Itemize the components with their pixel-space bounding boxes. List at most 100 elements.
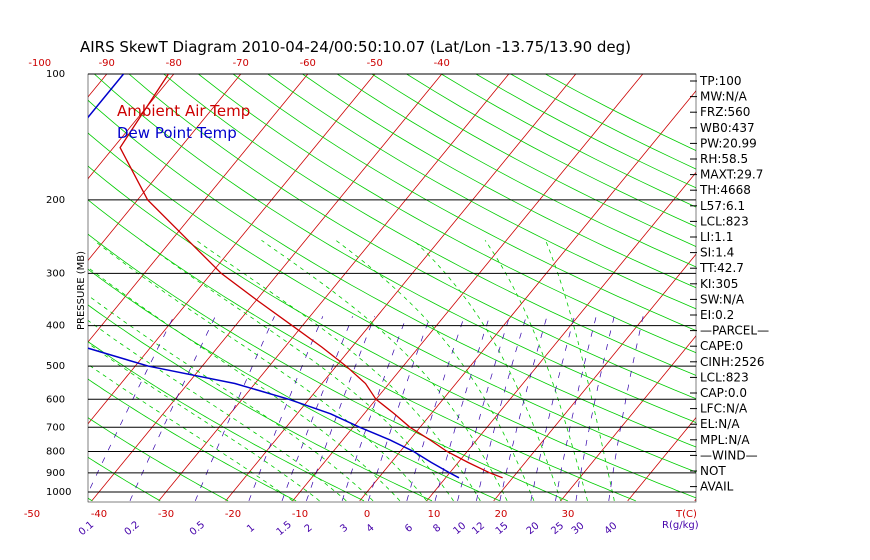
dry-adiabat: [267, 74, 696, 310]
index-label: CAPE:0: [700, 339, 743, 353]
dry-adiabat: [406, 74, 696, 228]
index-label: NOT: [700, 464, 726, 478]
isotherm-line: [762, 74, 870, 501]
moist-adiabat: [93, 239, 428, 502]
mixing-ratio-tick-label: 12: [470, 520, 487, 537]
index-label: CINH:2526: [700, 355, 765, 369]
pressure-tick-label: 400: [46, 321, 65, 332]
mixing-ratio-line: [306, 316, 375, 502]
dry-adiabat: [510, 74, 696, 170]
mixing-ratio-tick-label: 4: [365, 522, 377, 535]
isotherm-line: [88, 74, 242, 261]
mixing-ratio-line: [341, 316, 407, 502]
temp-unit-label: T(C): [675, 509, 697, 520]
dry-adiabat: [88, 268, 501, 502]
mixing-ratio-tick-label: 25: [549, 520, 566, 537]
dry-adiabat: [88, 233, 568, 502]
isotherm-line: [292, 74, 644, 502]
moist-adiabat: [413, 240, 562, 502]
mixing-ratio-line: [530, 316, 575, 501]
mixing-ratio-line: [499, 316, 548, 501]
index-label: PW:20.99: [700, 136, 757, 150]
mixing-ratio-line: [575, 316, 615, 501]
dry-adiabat: [88, 99, 696, 448]
bottom-temp-tick-label: -50: [24, 509, 40, 520]
index-label: L57:6.1: [700, 199, 745, 213]
isotherm-line: [359, 90, 696, 502]
pressure-tick-label: 200: [46, 195, 65, 206]
moist-adiabat: [545, 240, 615, 501]
chart-title: AIRS SkewT Diagram 2010-04-24/00:50:10.0…: [80, 38, 631, 56]
index-label: SW:N/A: [700, 292, 745, 306]
top-temp-tick-label: -80: [166, 58, 182, 69]
moist-adiabat: [335, 239, 535, 502]
index-label: AVAIL: [700, 480, 734, 494]
mixing-ratio-line: [194, 316, 275, 502]
bottom-temp-tick-label: 0: [364, 509, 370, 520]
mixing-ratio-line: [248, 316, 324, 502]
mixing-ratio-line: [555, 316, 597, 501]
isotherm-line: [560, 335, 696, 502]
isotherm-line: [88, 74, 175, 180]
isotherm-line: [158, 74, 510, 502]
bottom-temperature-axis: -50 -40 -30 -20 -10 0 10 20 30 T(C): [24, 509, 697, 520]
dry-adiabat: [198, 74, 696, 354]
ambient-temp-line: [119, 74, 503, 479]
moist-adiabat: [88, 363, 293, 502]
moist-adiabat: [261, 239, 508, 502]
bottom-temp-tick-label: -30: [158, 509, 174, 520]
moist-adiabat: [88, 342, 320, 502]
bottom-temp-tick-label: 20: [495, 509, 508, 520]
top-temp-tick-label: -50: [367, 58, 383, 69]
dry-adiabat: [88, 417, 229, 502]
dry-adiabat: [128, 74, 696, 400]
index-label: LCL:823: [700, 214, 749, 228]
index-label: EI:0.2: [700, 308, 734, 322]
index-label: TH:4668: [699, 183, 751, 197]
bottom-temp-tick-label: -20: [225, 509, 241, 520]
dry-adiabat: [88, 341, 365, 502]
isotherm-line: [91, 74, 443, 502]
index-label: EL:N/A: [700, 417, 740, 431]
top-temperature-axis: -120-110-100-90-80-70-60-50-40: [28, 58, 450, 69]
index-label: KI:305: [700, 277, 738, 291]
mixing-ratio-tick-label: 10: [451, 520, 468, 537]
mixing-ratio-tick-label: 0.1: [77, 519, 96, 538]
index-label: TP:100: [699, 74, 742, 88]
moist-adiabat: [195, 239, 481, 502]
dew-point-line: [88, 74, 460, 479]
bottom-temp-tick-label: 30: [562, 509, 575, 520]
mixing-ratio-axis: 0.1 0.2 0.5 1 1.5 2 3 4 6 8 10 12 15 20 25 30 40 R(g/kg): [77, 519, 699, 538]
pressure-tick-label: 600: [46, 394, 65, 405]
bottom-temp-tick-label: -10: [292, 509, 308, 520]
dry-adiabat: [371, 74, 696, 247]
mixing-ratio-tick-label: 8: [431, 522, 443, 535]
mixing-ratio-tick-label: 2: [303, 522, 315, 535]
index-label: TT:42.7: [699, 261, 744, 275]
pressure-tick-label: 300: [46, 268, 65, 279]
dry-adiabat: [88, 456, 161, 502]
dry-adiabat: [88, 199, 636, 502]
index-label: FRZ:560: [700, 105, 750, 119]
mixing-ratio-line: [281, 316, 353, 502]
moist-adiabat: [484, 240, 588, 501]
isotherm-line: [0, 74, 40, 501]
mixing-ratio-tick-label: 20: [525, 520, 542, 537]
y-axis-label: PRESSURE (MB): [76, 251, 87, 330]
plot-area: [0, 74, 870, 502]
dry-adiabat: [232, 74, 696, 331]
index-label: —PARCEL—: [700, 324, 769, 338]
mixing-ratio-tick-label: 40: [603, 520, 620, 537]
isotherm-line: [88, 74, 309, 343]
pressure-tick-label: 700: [46, 422, 65, 433]
index-label: LCL:823: [700, 370, 749, 384]
top-temp-tick-label: -70: [233, 58, 249, 69]
pressure-tick-label: 1000: [46, 487, 71, 498]
index-label: —WIND—: [700, 448, 758, 462]
plot-frame: [87, 73, 697, 503]
mixing-ratio-tick-label: 3: [338, 522, 350, 535]
isotherm-line: [225, 74, 577, 502]
index-label: SI:1.4: [700, 246, 734, 260]
index-label: MAXT:29.7: [700, 168, 763, 182]
